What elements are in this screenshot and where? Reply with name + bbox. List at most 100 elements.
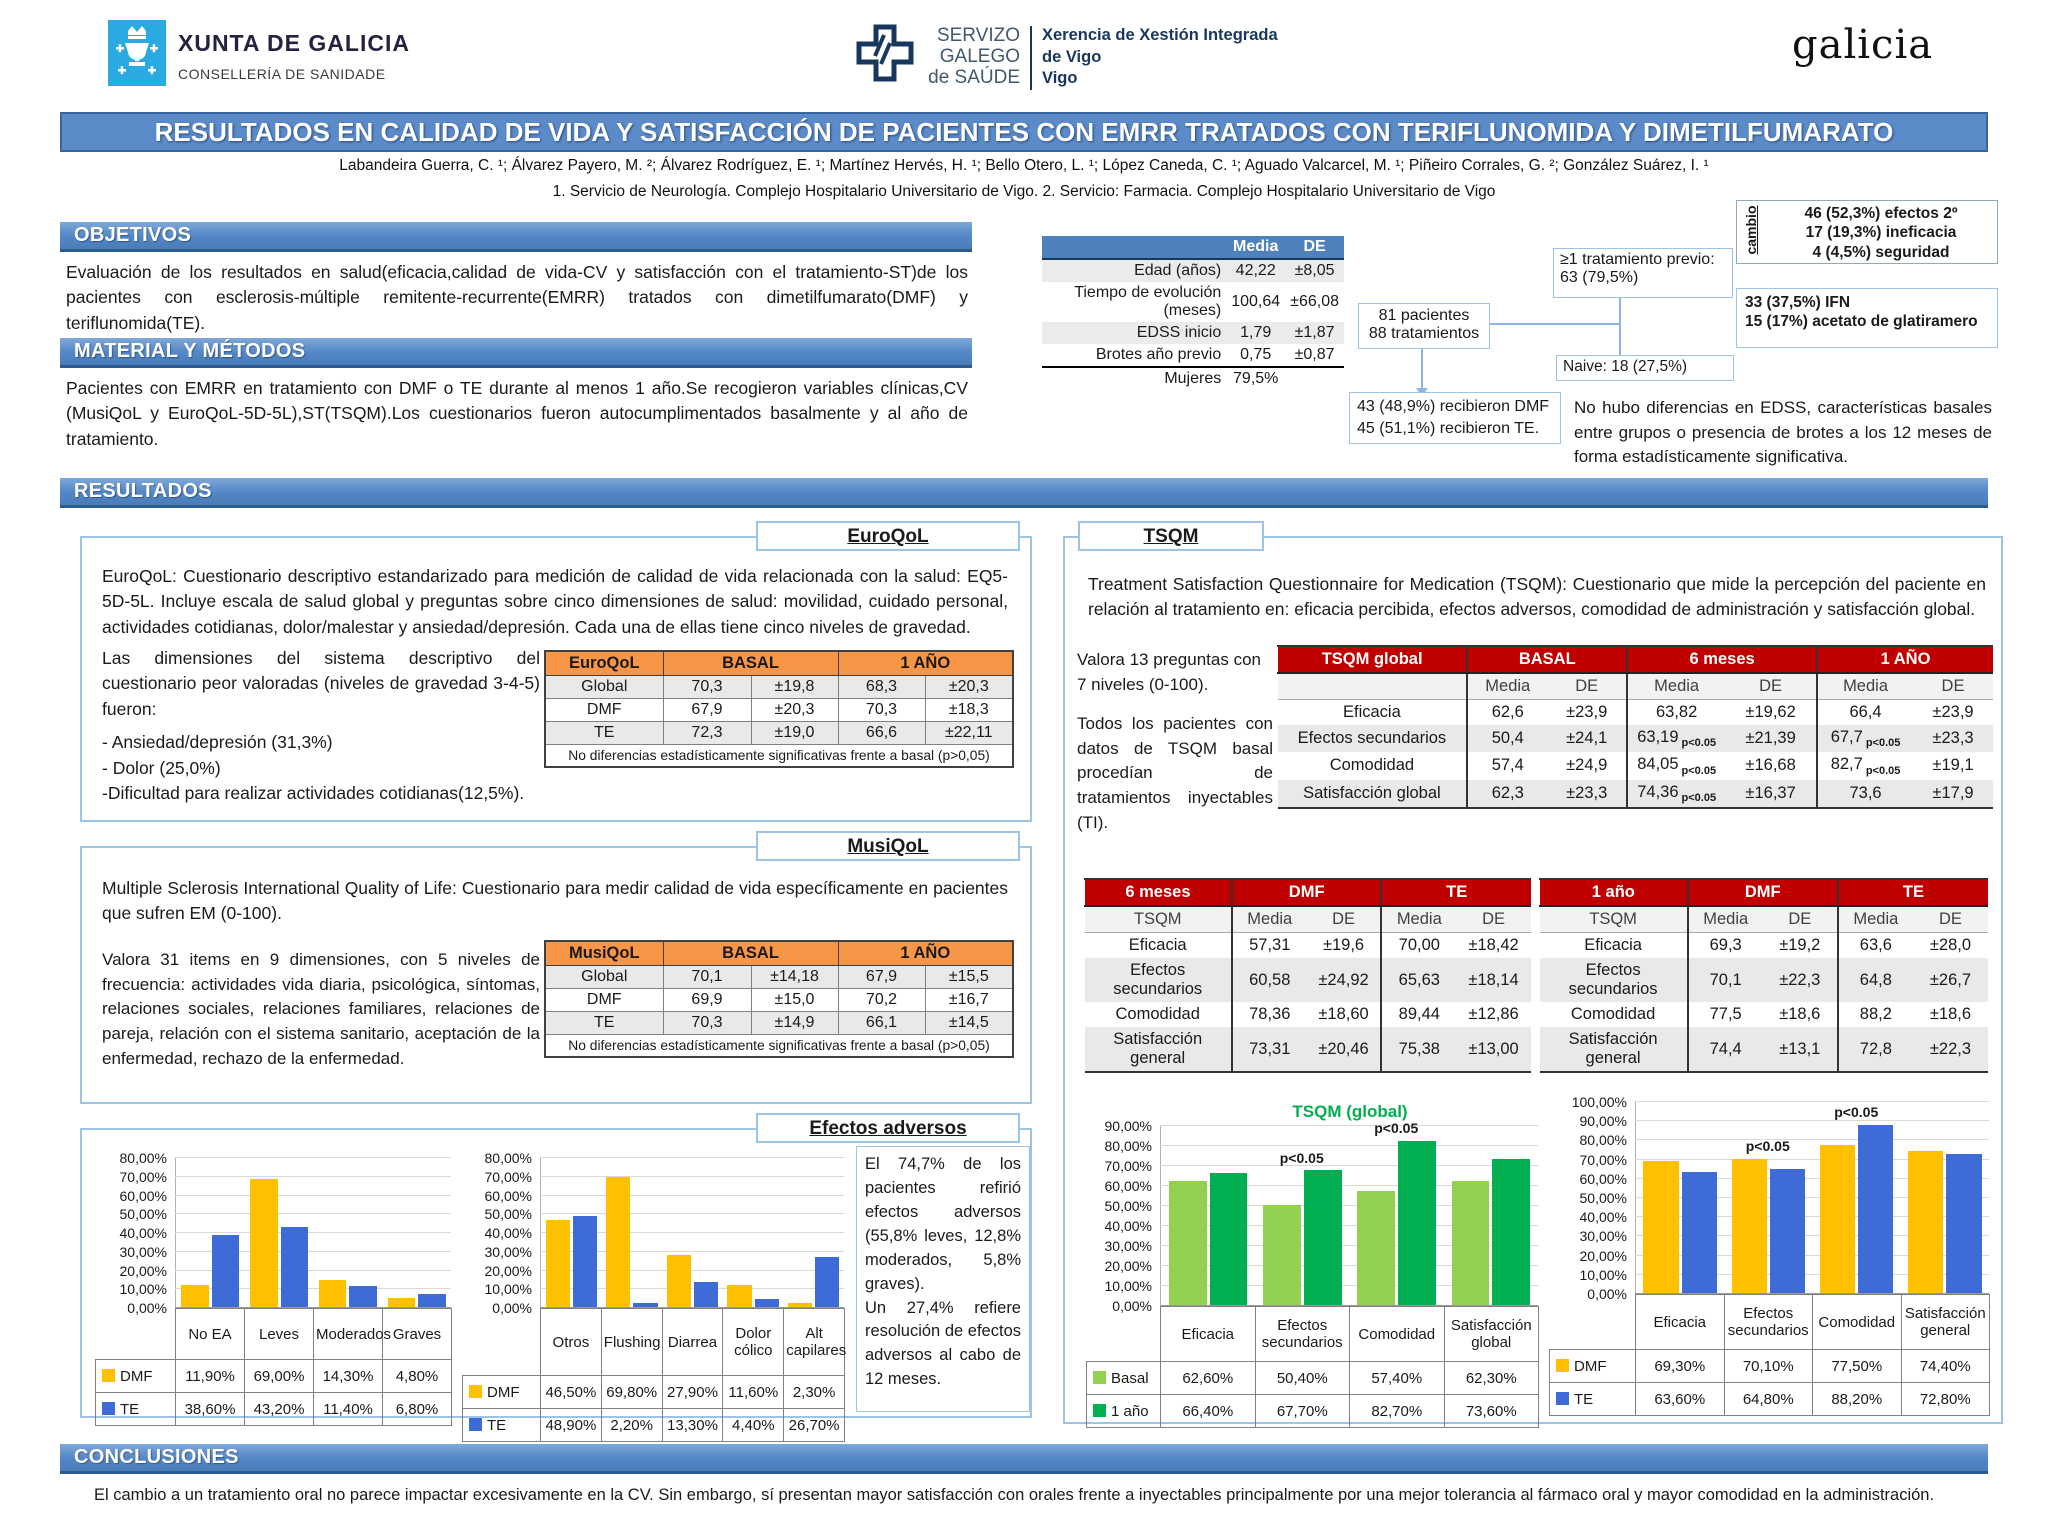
bar-Basal-Efectos-secundarios	[1263, 1204, 1301, 1305]
bar-DMF-Moderados	[318, 1280, 347, 1307]
no-differences-note: No hubo diferencias en EDSS, característ…	[1574, 398, 1992, 467]
sergas-logo: SERVIZO GALEGO de SAÚDE Xerencia de Xest…	[855, 22, 1278, 93]
y-axis-tick-label: 30,00%	[484, 1243, 532, 1260]
bar-group	[541, 1158, 602, 1307]
y-axis-tick-label: 60,00%	[119, 1187, 167, 1204]
bar-TE-Dolor-cólico	[754, 1298, 779, 1307]
category-label: Comodidad	[1812, 1294, 1902, 1350]
qol-table-row: DMF 69,9 ±15,0 70,2 ±16,7	[544, 988, 1014, 1012]
tsqm-side-row: Efectos secundarios 60,58 ±24,92 65,63 ±18,1…	[1084, 958, 1531, 1002]
bar-DMF-No-EA	[181, 1284, 209, 1307]
euroqol-dimensions-list: - Ansiedad/depresión (31,3%) - Dolor (25,…	[102, 732, 525, 803]
data-value-label: 11,90%	[175, 1359, 245, 1393]
xerencia-line-2: de Vigo	[1042, 47, 1102, 66]
demographics-row: EDSS inicio 1,79 ±1,87	[1042, 322, 1344, 344]
bar-group	[602, 1158, 663, 1307]
sergas-cross-icon	[855, 22, 915, 93]
euroqol-dimensions-intro: Las dimensiones del sistema descriptivo …	[102, 648, 540, 719]
data-value-label: 43,20%	[244, 1392, 314, 1426]
y-axis-tick-label: 80,00%	[119, 1150, 167, 1166]
y-axis-tick-label: 60,00%	[484, 1187, 532, 1204]
legend-swatch-icon	[1556, 1391, 1569, 1405]
adverse-types-chart: 0,00% 10,00% 20,00% 30,00% 40,00% 50,00% 60,00…	[462, 1150, 850, 1442]
chart-series-row: DMF 11,90% 69,00% 14,30% 4,80%	[95, 1359, 452, 1393]
qol-table-row: TE 72,3 ±19,0 66,6 ±22,11	[544, 721, 1014, 745]
y-axis-tick-label: 50,00%	[1104, 1198, 1152, 1214]
data-value-label: 6,80%	[382, 1392, 452, 1426]
bar-DMF-Efectos-secundarios	[1731, 1159, 1767, 1293]
bar-group	[1813, 1102, 1901, 1293]
change-reasons-lines: 46 (52,3%) efectos 2º 17 (19,3%) ineficac…	[1804, 205, 1958, 261]
data-value-label: 50,40%	[1254, 1361, 1350, 1395]
y-axis-tick-label: 20,00%	[484, 1262, 532, 1279]
patients-box: 81 pacientes 88 tratamientos	[1358, 303, 1490, 349]
legend-label: TE	[1574, 1390, 1594, 1408]
xerencia-line-3: Vigo	[1042, 69, 1078, 88]
bar-DMF-Satisfacción-general	[1908, 1150, 1944, 1293]
category-label: Efectos secundarios	[1723, 1294, 1813, 1350]
legend-label: Basal	[1111, 1369, 1149, 1387]
previous-drugs-box: 33 (37,5%) IFN 15 (17%) acetato de glatir…	[1736, 288, 1998, 348]
y-axis-tick-label: 50,00%	[484, 1206, 532, 1223]
tsqm-side-row: Satisfacción general 74,4 ±13,1 72,8 ±22,3	[1539, 1027, 1988, 1072]
chart-data-table: Eficacia Efectos secundarios Comodidad Sati…	[1549, 1294, 1990, 1416]
y-axis-tick-label: 20,00%	[119, 1262, 167, 1279]
tsqm-global-row: Comodidad 57,4 ±24,9 84,05 p<0.05 ±16,68 82,7 p…	[1278, 752, 1994, 780]
objetivos-text: Evaluación de los resultados en salud(ef…	[66, 262, 968, 333]
data-value-label: 26,70%	[783, 1408, 845, 1442]
bar-DMF-Flushing	[606, 1177, 631, 1307]
xerencia-block: Xerencia de Xestión Integrada de Vigo Vi…	[1042, 25, 1278, 89]
category-label: Dolor cólico	[722, 1308, 785, 1376]
authors-line: Labandeira Guerra, C. ¹; Álvarez Payero,…	[339, 157, 1709, 174]
y-axis-tick-label: 0,00%	[1112, 1298, 1152, 1314]
y-axis-tick-label: 70,00%	[1579, 1151, 1627, 1168]
y-axis-tick-label: 0,00%	[127, 1300, 167, 1316]
chart-plot-area: 0,00% 10,00% 20,00% 30,00% 40,00% 50,00% 60,00…	[462, 1150, 850, 1316]
chart-plot-area: 0,00% 10,00% 20,00% 30,00% 40,00% 50,00% 60,00…	[1549, 1094, 1995, 1302]
data-value-label: 67,70%	[1254, 1394, 1350, 1428]
tsqm-side-row: Satisfacción general 73,31 ±20,46 75,38 ±13,…	[1084, 1027, 1531, 1072]
cambio-label: cambio	[1743, 205, 1759, 255]
y-axis-tick-label: 70,00%	[484, 1168, 532, 1185]
chart-series-row: DMF 46,50% 69,80% 27,90% 11,60% 2,30%	[462, 1375, 845, 1409]
data-value-label: 64,80%	[1723, 1382, 1813, 1416]
qol-table-row: TE 70,3 ±14,9 66,1 ±14,5	[544, 1011, 1014, 1035]
bar-Basal-Satisfacción-global	[1451, 1181, 1490, 1305]
category-label: Efectos secundarios	[1254, 1306, 1350, 1362]
y-axis-tick-label: 50,00%	[1579, 1190, 1627, 1206]
legend-swatch-icon	[102, 1368, 115, 1382]
data-value-label: 2,30%	[783, 1375, 845, 1409]
chart-series-row: DMF 69,30% 70,10% 77,50% 74,40%	[1549, 1349, 1990, 1383]
sergas-line-2: GALEGO	[939, 46, 1020, 68]
bar-group	[1636, 1102, 1724, 1293]
bar-Basal-Comodidad	[1357, 1190, 1396, 1305]
euroqol-description: EuroQoL: Cuestionario descriptivo estand…	[102, 566, 1008, 637]
data-value-label: 62,30%	[1443, 1361, 1539, 1395]
tsqm-global-chart: TSQM (global) 0,00% 10,00% 20,00% 30,00% 40,0…	[1086, 1102, 1544, 1428]
category-label: Comodidad	[1349, 1306, 1445, 1362]
bar-group	[1444, 1126, 1538, 1305]
tsqm-dmf-te-chart: 0,00% 10,00% 20,00% 30,00% 40,00% 50,00% 60,00…	[1549, 1094, 1995, 1416]
chart-data-table: Eficacia Efectos secundarios Comodidad Sati…	[1086, 1306, 1539, 1428]
conclusiones-text: El cambio a un tratamiento oral no parec…	[94, 1486, 1935, 1504]
data-value-label: 11,60%	[722, 1375, 785, 1409]
y-axis-tick-label: 60,00%	[1104, 1178, 1152, 1194]
y-axis-tick-label: 50,00%	[119, 1206, 167, 1223]
category-label: Graves	[382, 1308, 452, 1360]
data-value-label: 48,90%	[540, 1408, 602, 1442]
tsqm-tab: TSQM	[1078, 521, 1264, 551]
y-axis-tick-label: 80,00%	[1104, 1138, 1152, 1154]
demographics-row: Brotes año previo 0,75 ±0,87	[1095, 346, 1335, 363]
data-value-label: 77,50%	[1812, 1349, 1902, 1383]
bar-DMF-Leves	[250, 1178, 278, 1307]
xunta-de-galicia-logo	[108, 20, 166, 86]
bar-TE-Alt-capilares	[815, 1257, 840, 1307]
data-value-label: 73,60%	[1443, 1394, 1539, 1428]
demographics-row: Mujeres 79,5%	[1042, 366, 1344, 390]
data-value-label: 27,90%	[661, 1375, 724, 1409]
category-label: Leves	[244, 1308, 314, 1360]
chart-series-row: TE 48,90% 2,20% 13,30% 4,40% 26,70%	[462, 1408, 845, 1442]
demographics-row: Edad (años) 42,22 ±8,05	[1042, 259, 1344, 282]
musiqol-table: MusiQoL BASAL 1 AÑO Global 70,1 ±14,18 67,9 ±15…	[544, 940, 1015, 1058]
sergas-line-1: SERVIZO	[936, 25, 1020, 47]
